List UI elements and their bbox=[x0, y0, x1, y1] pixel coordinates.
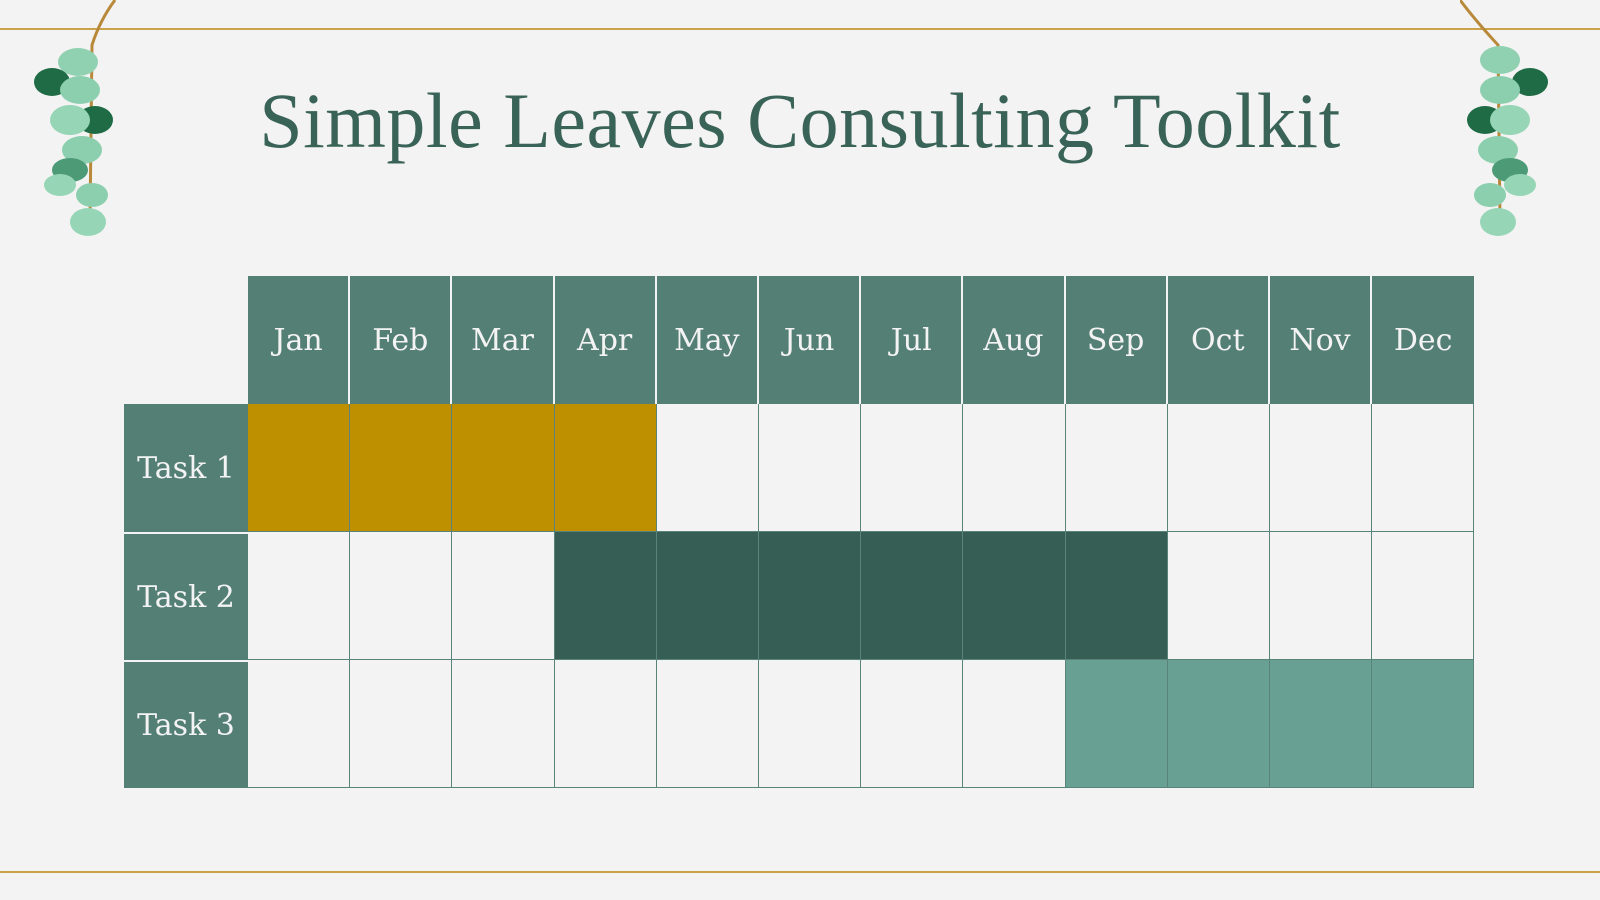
gantt-cell bbox=[758, 404, 862, 532]
month-header: Jan bbox=[248, 276, 351, 404]
gantt-cell bbox=[350, 660, 453, 788]
gantt-cell bbox=[452, 404, 555, 532]
gantt-cell bbox=[452, 660, 555, 788]
month-header: Aug bbox=[963, 276, 1066, 404]
gantt-cell bbox=[1167, 404, 1270, 532]
gantt-cell bbox=[963, 532, 1066, 660]
gantt-cell bbox=[656, 660, 759, 788]
gantt-cell bbox=[248, 660, 351, 788]
month-header: Nov bbox=[1269, 276, 1373, 404]
month-header: Jun bbox=[758, 276, 862, 404]
eucalyptus-vine-icon bbox=[1460, 0, 1548, 236]
grid-corner bbox=[124, 276, 248, 404]
gantt-cell bbox=[758, 532, 862, 660]
month-header: Feb bbox=[350, 276, 453, 404]
task-label: Task 3 bbox=[124, 660, 248, 788]
page-title: Simple Leaves Consulting Toolkit bbox=[259, 77, 1341, 164]
gantt-cell bbox=[1269, 404, 1373, 532]
gantt-cell bbox=[1065, 532, 1168, 660]
task-label: Task 2 bbox=[124, 532, 248, 660]
gantt-cell bbox=[350, 404, 453, 532]
task-label: Task 1 bbox=[124, 404, 248, 532]
gantt-cell bbox=[656, 404, 759, 532]
gantt-cell bbox=[1065, 404, 1168, 532]
gantt-cell bbox=[963, 404, 1066, 532]
gantt-cell bbox=[1372, 532, 1475, 660]
gantt-cell bbox=[963, 660, 1066, 788]
gantt-cell bbox=[1269, 660, 1373, 788]
month-header: Dec bbox=[1372, 276, 1475, 404]
gantt-cell bbox=[758, 660, 862, 788]
gantt-cell bbox=[452, 532, 555, 660]
gantt-cell bbox=[1269, 532, 1373, 660]
month-header: May bbox=[656, 276, 759, 404]
gantt-cell bbox=[554, 532, 657, 660]
gantt-cell bbox=[861, 532, 964, 660]
gantt-cell bbox=[554, 404, 657, 532]
gantt-cell bbox=[248, 404, 351, 532]
top-gold-divider bbox=[0, 28, 1600, 30]
gantt-cell bbox=[350, 532, 453, 660]
gantt-cell bbox=[1372, 404, 1475, 532]
gantt-cell bbox=[656, 532, 759, 660]
gantt-cell bbox=[1372, 660, 1475, 788]
gantt-cell bbox=[861, 404, 964, 532]
gantt-chart: Jan Feb Mar Apr May Jun Jul Aug Sep Oct … bbox=[124, 276, 1475, 788]
month-header: Mar bbox=[452, 276, 555, 404]
month-header: Apr bbox=[554, 276, 657, 404]
gantt-cell bbox=[1065, 660, 1168, 788]
gantt-cell bbox=[861, 660, 964, 788]
gantt-cell bbox=[1167, 532, 1270, 660]
month-header: Oct bbox=[1167, 276, 1270, 404]
bottom-gold-divider bbox=[0, 871, 1600, 873]
month-header: Jul bbox=[861, 276, 964, 404]
month-header: Sep bbox=[1065, 276, 1168, 404]
gantt-cell bbox=[554, 660, 657, 788]
gantt-cell bbox=[1167, 660, 1270, 788]
eucalyptus-vine-icon bbox=[34, 0, 117, 236]
gantt-cell bbox=[248, 532, 351, 660]
